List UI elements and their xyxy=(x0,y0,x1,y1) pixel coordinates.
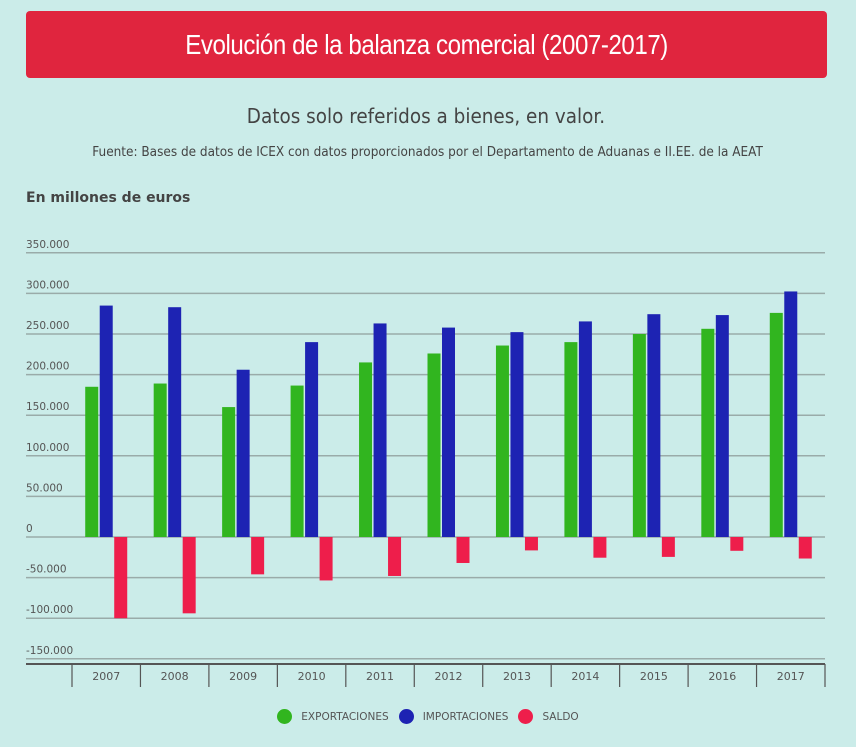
x-tick-label: 2014 xyxy=(571,670,599,683)
bar-saldo-2014[interactable] xyxy=(593,537,607,558)
x-tick-label: 2008 xyxy=(161,670,189,683)
source-text: Fuente: Bases de datos de ICEX con datos… xyxy=(92,145,764,160)
bar-saldo-2008[interactable] xyxy=(182,537,196,614)
legend-item-importaciones[interactable]: IMPORTACIONES xyxy=(398,709,509,724)
bar-saldo-2016[interactable] xyxy=(730,537,744,551)
bar-exportaciones-2012[interactable] xyxy=(427,353,441,537)
y-tick-label: 0 xyxy=(26,523,33,535)
bar-exportaciones-2011[interactable] xyxy=(359,362,373,537)
source-note: Fuente: Bases de datos de ICEX con datos… xyxy=(0,145,856,160)
bar-saldo-2017[interactable] xyxy=(798,537,812,559)
y-tick-label: 350.000 xyxy=(26,239,69,251)
bar-importaciones-2017[interactable] xyxy=(784,291,798,537)
bar-saldo-2015[interactable] xyxy=(661,537,675,557)
x-axis: 2007 2008 2009 2010 2011 2012 2013 2014 2015 2016… xyxy=(26,663,826,687)
x-tick-label: 2007 xyxy=(92,670,120,683)
bar-importaciones-2013[interactable] xyxy=(510,332,524,537)
bar-exportaciones-2009[interactable] xyxy=(222,407,236,537)
x-tick-label: 2013 xyxy=(503,670,531,683)
y-tick-label: -100.000 xyxy=(26,604,73,616)
legend-label-importaciones: IMPORTACIONES xyxy=(422,710,509,723)
chart-subtitle: Datos solo referidos a bienes, en valor. xyxy=(246,104,606,128)
y-axis-ticks: 350.000 300.000 250.000 200.000 150.000 100.0… xyxy=(26,239,73,657)
bar-importaciones-2015[interactable] xyxy=(647,314,661,537)
bar-saldo-2013[interactable] xyxy=(524,537,538,551)
bar-exportaciones-2016[interactable] xyxy=(701,328,715,537)
x-tick-label: 2009 xyxy=(229,670,257,683)
bar-exportaciones-2010[interactable] xyxy=(290,385,304,537)
bar-importaciones-2012[interactable] xyxy=(442,327,455,537)
bar-importaciones-2011[interactable] xyxy=(373,323,387,537)
x-tick-label: 2015 xyxy=(640,670,668,683)
units-label: En millones de euros xyxy=(26,190,191,206)
bar-importaciones-2016[interactable] xyxy=(715,315,729,537)
legend-item-saldo[interactable]: SALDO xyxy=(518,709,579,724)
y-tick-label: -150.000 xyxy=(26,645,73,657)
bar-importaciones-2009[interactable] xyxy=(236,369,250,537)
bar-saldo-2010[interactable] xyxy=(319,537,333,581)
legend-swatch-exportaciones xyxy=(277,709,293,724)
x-tick-label: 2012 xyxy=(435,670,463,683)
y-tick-label: 50.000 xyxy=(26,482,63,494)
bars xyxy=(85,291,812,619)
y-tick-label: -50.000 xyxy=(26,564,67,576)
x-tick-label: 2010 xyxy=(298,670,326,683)
bar-exportaciones-2008[interactable] xyxy=(153,383,167,537)
chart-title: Evolución de la balanza comercial (2007-… xyxy=(185,28,668,60)
bar-exportaciones-2017[interactable] xyxy=(769,312,783,537)
legend-item-exportaciones[interactable]: EXPORTACIONES xyxy=(277,709,389,724)
bar-exportaciones-2007[interactable] xyxy=(85,386,99,537)
x-tick-label: 2011 xyxy=(366,670,394,683)
y-tick-label: 250.000 xyxy=(26,320,69,332)
bar-exportaciones-2013[interactable] xyxy=(495,345,509,537)
legend-swatch-saldo xyxy=(518,709,534,724)
bar-importaciones-2007[interactable] xyxy=(99,305,113,537)
bar-saldo-2011[interactable] xyxy=(388,537,402,576)
bar-saldo-2009[interactable] xyxy=(251,537,265,575)
x-tick-label: 2016 xyxy=(708,670,736,683)
legend-label-saldo: SALDO xyxy=(542,710,579,723)
bar-importaciones-2008[interactable] xyxy=(168,307,182,537)
bar-saldo-2007[interactable] xyxy=(114,537,128,619)
y-tick-label: 200.000 xyxy=(26,361,69,373)
x-tick-label: 2017 xyxy=(777,670,805,683)
legend-swatch-importaciones xyxy=(398,709,414,724)
bar-importaciones-2010[interactable] xyxy=(305,342,319,537)
legend: EXPORTACIONES IMPORTACIONES SALDO xyxy=(0,709,856,724)
title-bar: Evolución de la balanza comercial (2007-… xyxy=(26,11,827,78)
y-tick-label: 150.000 xyxy=(26,401,69,413)
y-tick-label: 300.000 xyxy=(26,279,69,291)
bar-saldo-2012[interactable] xyxy=(456,537,470,563)
bar-importaciones-2014[interactable] xyxy=(578,321,592,537)
y-tick-label: 100.000 xyxy=(26,442,69,454)
bar-exportaciones-2015[interactable] xyxy=(632,334,646,537)
bar-exportaciones-2014[interactable] xyxy=(564,342,578,537)
legend-label-exportaciones: EXPORTACIONES xyxy=(301,710,389,723)
